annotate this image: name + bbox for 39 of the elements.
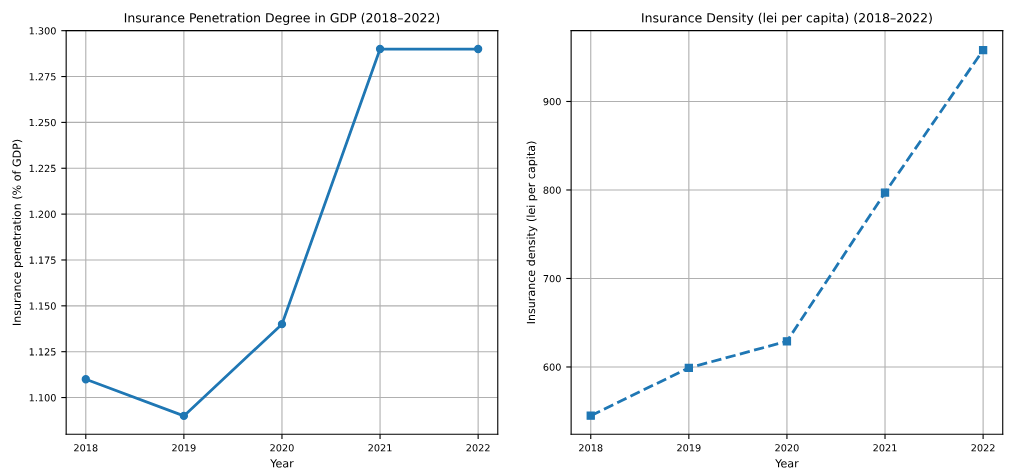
y-tick-label: 600 [543, 363, 561, 371]
x-axis-title: Year [270, 459, 294, 468]
y-tick-label: 700 [543, 274, 561, 283]
point [978, 45, 988, 55]
point [684, 363, 694, 373]
x-tick-label: 2019 [677, 444, 701, 452]
x-tick-label: 2021 [368, 444, 392, 452]
y-tick-label: 1.225 [29, 164, 56, 173]
point [81, 375, 90, 384]
point [473, 44, 483, 54]
x-tick-label: 2018 [74, 444, 98, 452]
x-axis-title: Year [775, 459, 799, 468]
point [277, 320, 287, 329]
x-tick-label: 2019 [172, 444, 196, 452]
y-tick-label: 1.275 [29, 73, 56, 81]
x-tick-label: 2020 [775, 444, 799, 452]
x-tick-label: 2020 [270, 444, 294, 452]
y-tick-label: 1.200 [29, 210, 56, 218]
y-axis-title: Insurance density (lei per capita) [526, 141, 538, 324]
x-tick-label: 2018 [579, 444, 603, 452]
y-tick-label: 1.250 [29, 118, 56, 127]
point [586, 411, 595, 420]
x-tick-label: 2021 [873, 444, 897, 452]
point [179, 411, 189, 421]
y-tick-label: 1.100 [29, 394, 56, 402]
y-axis-title: Insurance penetration (% of GDP) [12, 139, 24, 325]
chart-title: Insurance Density (lei per capita) (2018–2022) [642, 12, 932, 25]
y-tick-label: 1.125 [29, 348, 56, 356]
y-tick-label: 1.300 [29, 27, 56, 35]
y-tick-label: 800 [543, 186, 561, 194]
y-tick-label: 900 [543, 97, 561, 106]
point [375, 44, 385, 54]
point [880, 188, 890, 197]
y-tick-label: 1.175 [29, 256, 56, 264]
x-tick-label: 2022 [971, 444, 995, 452]
chart-title: Insurance Penetration Degree in GDP (2018–2022) [124, 12, 440, 25]
point [782, 337, 792, 346]
x-tick-label: 2022 [466, 444, 490, 452]
y-tick-label: 1.150 [29, 302, 56, 310]
